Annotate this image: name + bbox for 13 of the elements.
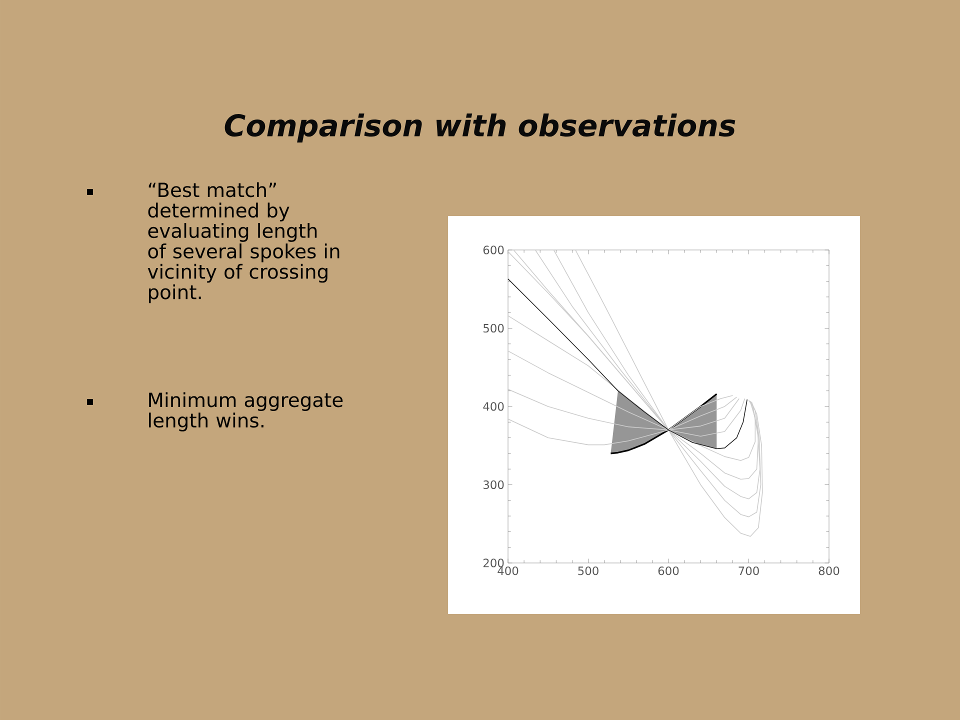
chart-title: Comparison with observations bbox=[224, 114, 736, 142]
x-tick-label: 700 bbox=[738, 566, 759, 576]
y-tick-label: 400 bbox=[483, 402, 504, 411]
y-tick-label: 300 bbox=[484, 480, 504, 490]
x-tick-label: 400 bbox=[498, 566, 518, 576]
y-tick-label: 600 bbox=[483, 246, 504, 254]
text: Minimum aggregate length wins. bbox=[149, 392, 343, 432]
y-tick-label: 200 bbox=[483, 558, 504, 568]
x-tick-label: 800 bbox=[818, 566, 840, 576]
text: “Best match” determined by evaluating length of several spokes in vicinity of crossing point. bbox=[148, 182, 340, 304]
x-tick-label: 500 bbox=[578, 566, 598, 576]
y-tick-label: 500 bbox=[484, 324, 504, 333]
x-tick-label: 600 bbox=[658, 566, 679, 576]
